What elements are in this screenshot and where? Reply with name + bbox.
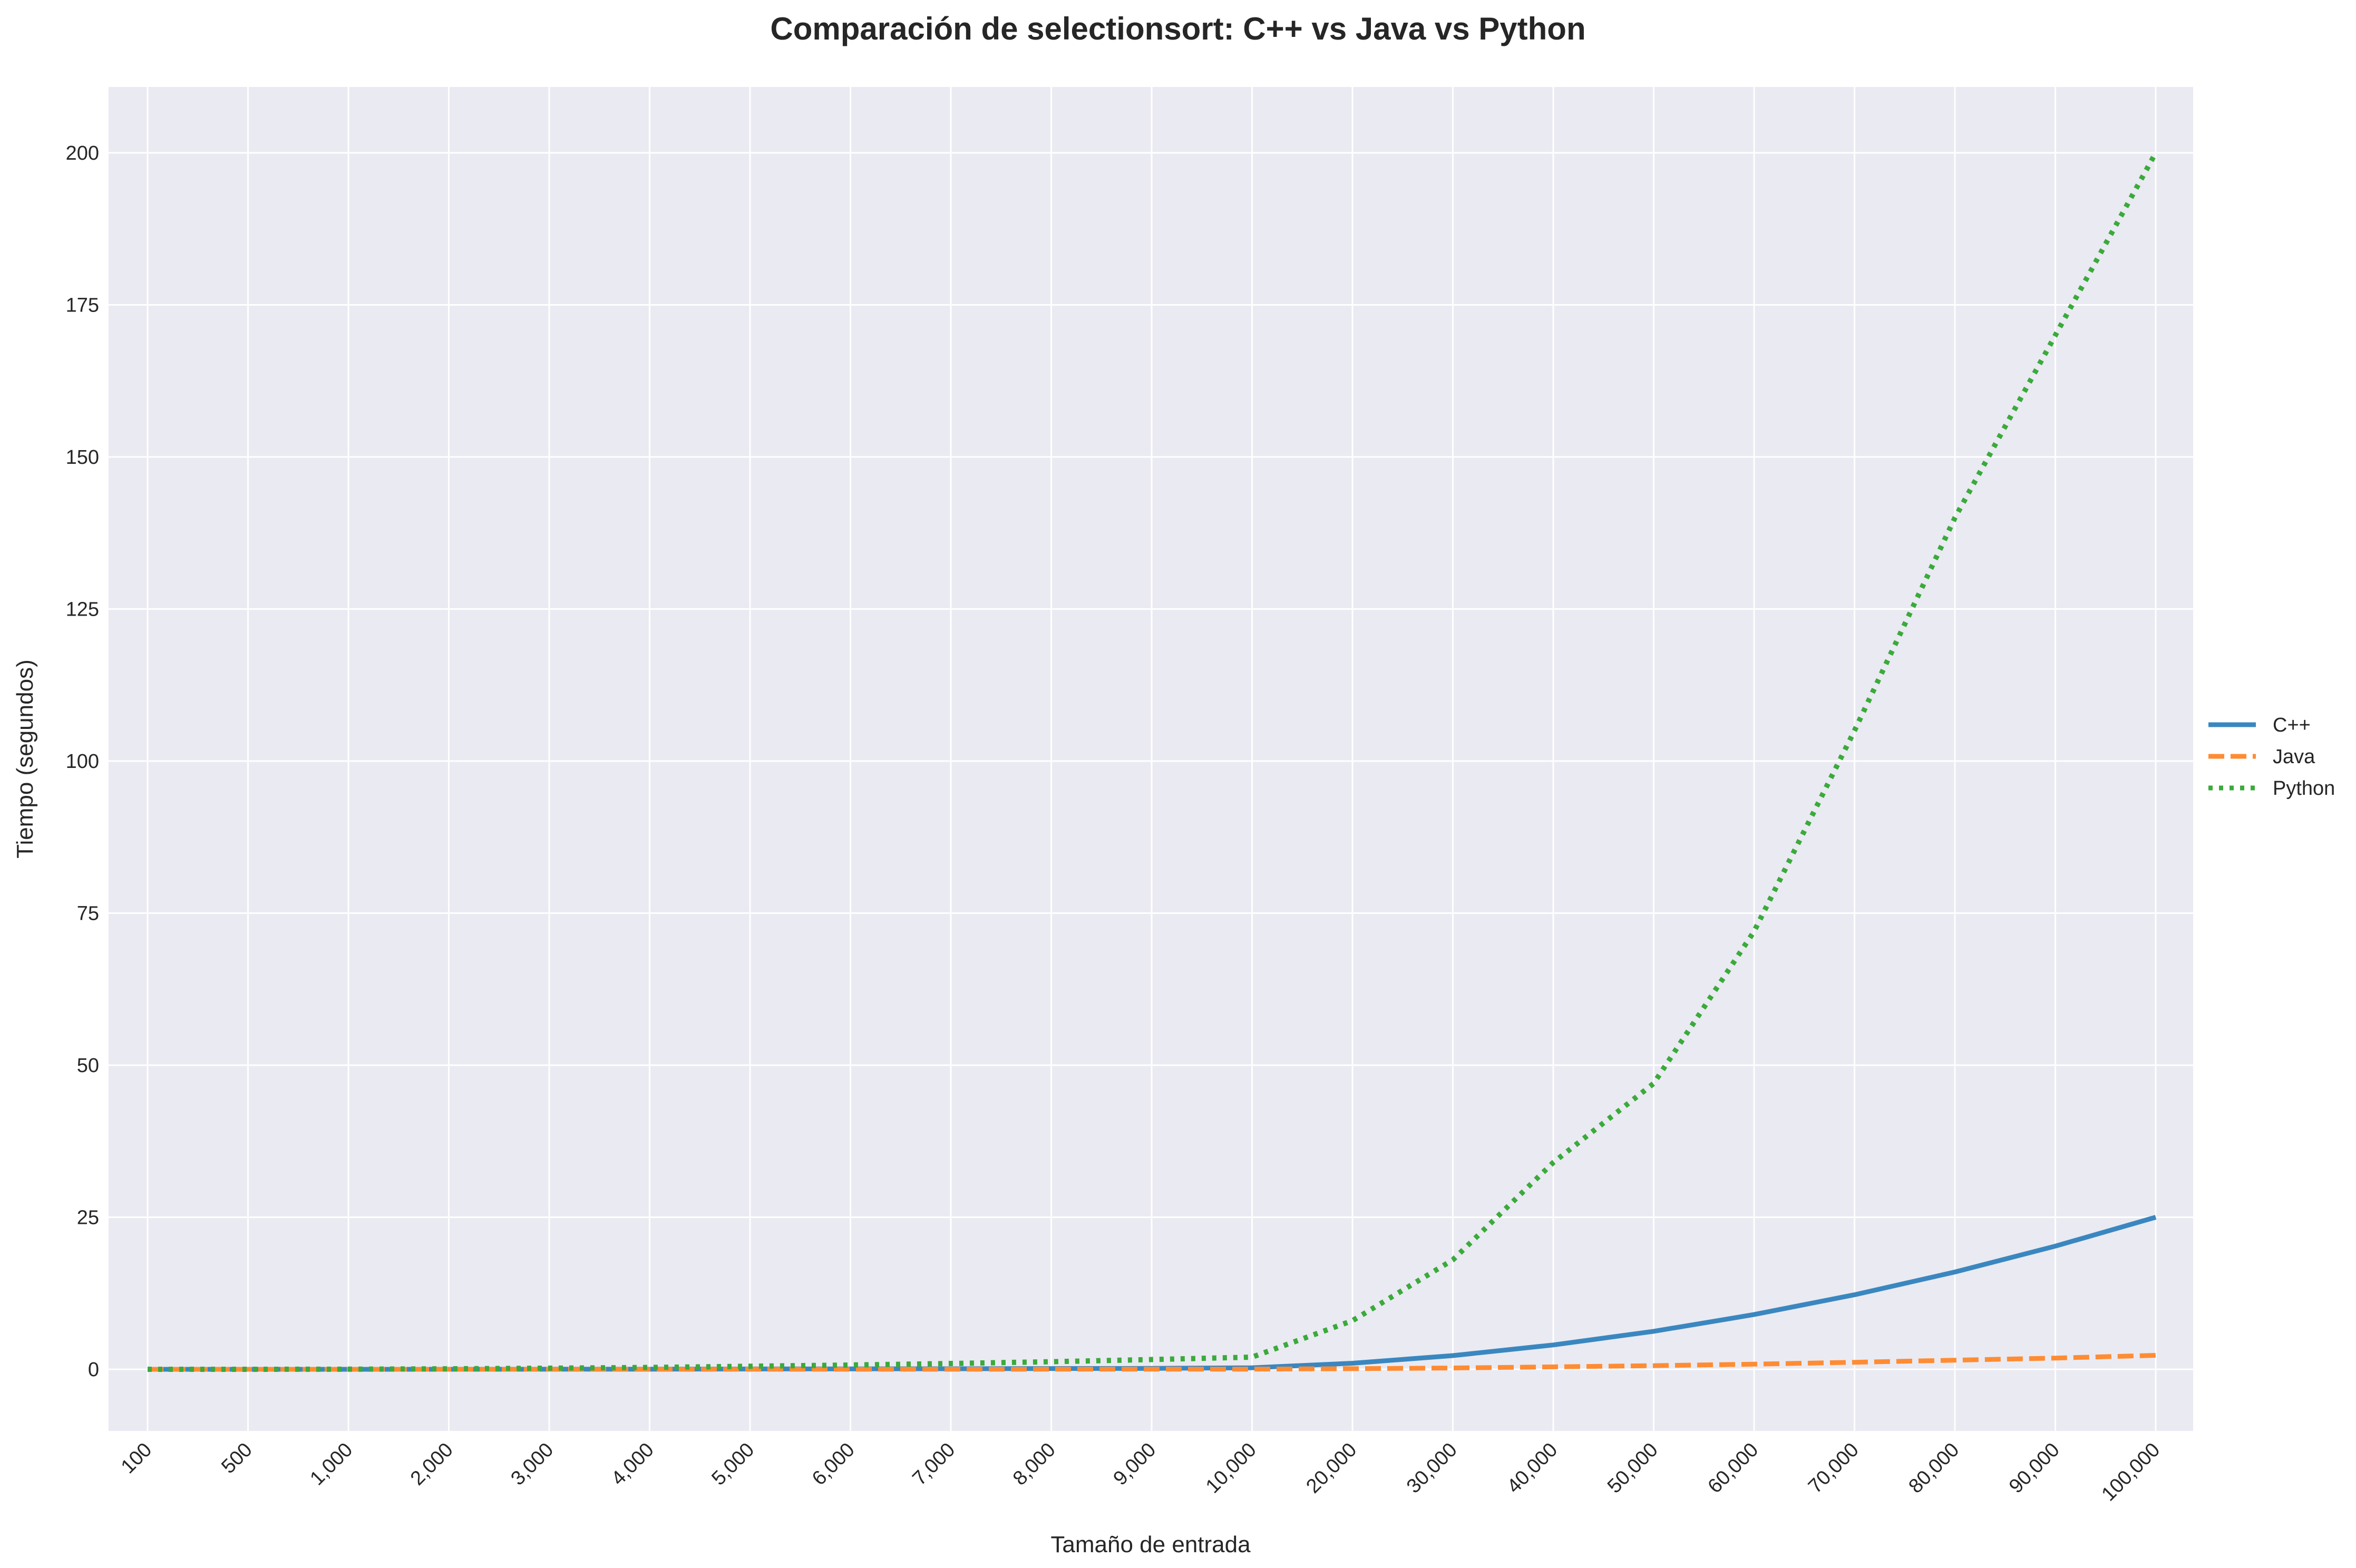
x-tick-label: 8,000 xyxy=(1009,1439,1060,1490)
x-tick-label: 70,000 xyxy=(1804,1439,1863,1498)
y-tick-label: 0 xyxy=(88,1359,99,1381)
y-axis-ticks: 0 25 50 75 100 125 150 175 200 xyxy=(66,142,99,1381)
x-tick-label: 60,000 xyxy=(1703,1439,1763,1498)
legend: C++ Java Python xyxy=(2208,714,2335,800)
y-tick-label: 125 xyxy=(66,599,99,621)
x-tick-label: 4,000 xyxy=(607,1439,658,1490)
x-tick-label: 5,000 xyxy=(707,1439,758,1490)
y-tick-label: 25 xyxy=(77,1207,99,1229)
x-tick-label: 2,000 xyxy=(406,1439,457,1490)
legend-label: Java xyxy=(2273,746,2315,768)
x-tick-label: 1,000 xyxy=(306,1439,357,1490)
x-tick-label: 90,000 xyxy=(2005,1439,2064,1498)
x-tick-label: 30,000 xyxy=(1403,1439,1462,1498)
x-axis-ticks: 100 500 1,000 2,000 3,000 4,000 5,000 6,000 7,00… xyxy=(117,1439,2165,1506)
series-line-java xyxy=(148,1353,2156,1372)
chart-title: Comparación de selectionsort: C++ vs Jav… xyxy=(770,11,1585,46)
y-tick-label: 200 xyxy=(66,142,99,164)
series-line-python xyxy=(148,151,2158,1372)
x-tick-label: 100,000 xyxy=(2098,1439,2165,1506)
x-tick-label: 9,000 xyxy=(1109,1439,1160,1490)
grid-lines xyxy=(109,87,2193,1431)
series-lines xyxy=(148,151,2158,1372)
x-tick-label: 80,000 xyxy=(1904,1439,1963,1498)
x-tick-label: 40,000 xyxy=(1503,1439,1562,1498)
legend-label: Python xyxy=(2273,777,2335,800)
y-tick-label: 75 xyxy=(77,903,99,925)
x-tick-label: 100 xyxy=(117,1439,157,1478)
legend-label: C++ xyxy=(2273,714,2311,736)
x-tick-label: 6,000 xyxy=(808,1439,859,1490)
x-tick-label: 10,000 xyxy=(1202,1439,1261,1498)
y-axis-label: Tiempo (segundos) xyxy=(12,659,38,858)
y-tick-label: 100 xyxy=(66,751,99,773)
x-tick-label: 500 xyxy=(217,1439,257,1478)
y-tick-label: 50 xyxy=(77,1055,99,1077)
x-tick-label: 3,000 xyxy=(507,1439,558,1490)
x-tick-label: 20,000 xyxy=(1302,1439,1361,1498)
y-tick-label: 150 xyxy=(66,446,99,469)
x-tick-label: 7,000 xyxy=(908,1439,959,1490)
x-tick-label: 50,000 xyxy=(1603,1439,1662,1498)
y-tick-label: 175 xyxy=(66,295,99,317)
x-axis-label: Tamaño de entrada xyxy=(1050,1532,1251,1557)
